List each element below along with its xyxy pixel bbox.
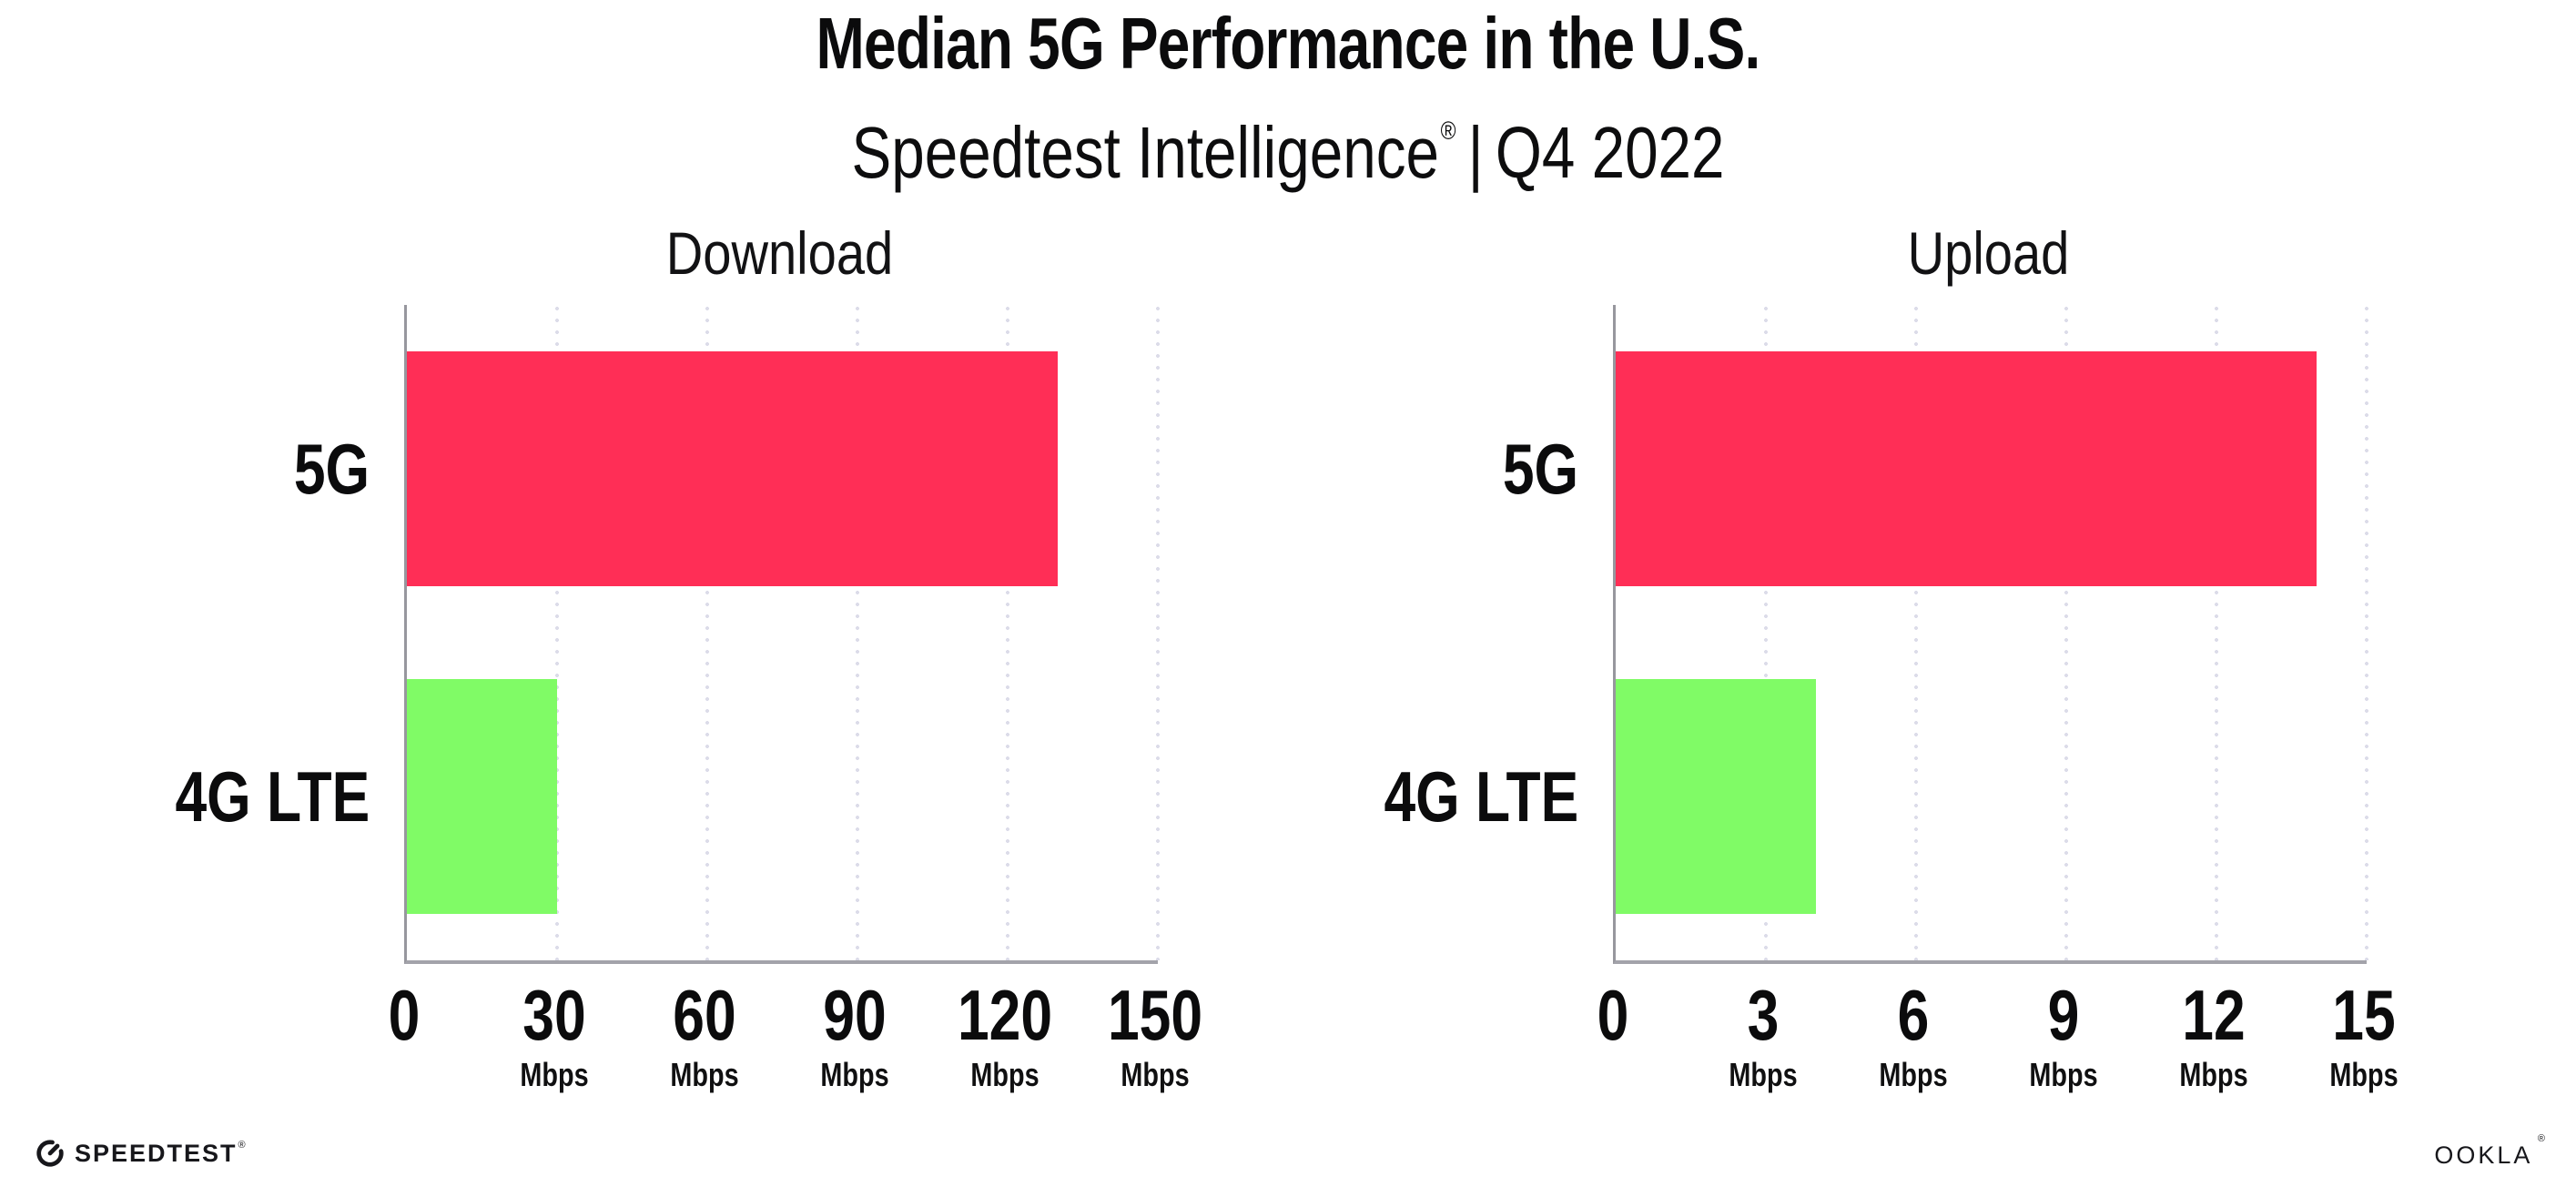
bar-4g-lte (1616, 679, 1816, 914)
x-tick-unit: Mbps (1879, 1056, 1948, 1093)
x-tick-label: 0 (388, 975, 421, 1055)
gridline (1155, 305, 1161, 960)
plot-area (404, 305, 1161, 964)
x-tick-unit: Mbps (1121, 1056, 1190, 1093)
x-tick-unit: Mbps (2329, 1056, 2399, 1093)
gridline (1913, 305, 1919, 960)
gridline (705, 305, 710, 960)
category-label: 5G (293, 429, 370, 509)
category-label: 5G (1502, 429, 1578, 509)
x-tick-value: 15 (2332, 975, 2396, 1055)
x-tick-unit: Mbps (820, 1056, 889, 1093)
category-label: 4G LTE (1384, 756, 1578, 837)
gridline (2364, 305, 2369, 960)
x-tick-label: 6 Mbps (1879, 975, 1948, 1093)
x-tick-value: 90 (823, 975, 887, 1055)
x-tick-value: 9 (2047, 975, 2080, 1055)
gridline (554, 305, 560, 960)
x-tick-unit: Mbps (670, 1056, 739, 1093)
x-axis-tick-labels: 0 3 Mbps 6 Mbps 9 Mbps 12 Mbps 15 Mbps (1597, 975, 2399, 1126)
x-axis-tick-labels: 0 30 Mbps 60 Mbps 90 Mbps 120 Mbps 150 Mbps (389, 975, 1202, 1126)
x-tick-label: 60 Mbps (670, 975, 739, 1093)
ookla-logo: OOKLA ® (2434, 1133, 2545, 1170)
x-tick-label: 0 (1597, 975, 1629, 1055)
gridline (2064, 305, 2069, 960)
x-tick-unit: Mbps (2029, 1056, 2098, 1093)
bar-5g (1616, 351, 2317, 586)
bar-4g-lte (407, 679, 557, 914)
ookla-registered-mark-icon: ® (2537, 1133, 2545, 1144)
x-tick-label: 12 Mbps (2179, 975, 2248, 1093)
x-tick-value: 60 (673, 975, 736, 1055)
plot-area (1613, 305, 2369, 964)
x-tick-unit: Mbps (970, 1056, 1040, 1093)
x-tick-label: 9 Mbps (2029, 975, 2098, 1093)
x-tick-label: 30 Mbps (520, 975, 589, 1093)
x-tick-label: 150 Mbps (1107, 975, 1203, 1093)
x-tick-value: 120 (957, 975, 1053, 1055)
gridline (1005, 305, 1010, 960)
x-tick-value: 0 (388, 975, 421, 1055)
category-axis-labels: 5G 4G LTE (0, 305, 370, 960)
x-tick-value: 0 (1597, 975, 1629, 1055)
x-tick-unit: Mbps (2179, 1056, 2248, 1093)
subtitle-brand: Speedtest Intelligence (851, 112, 1439, 193)
x-tick-label: 120 Mbps (957, 975, 1053, 1093)
x-tick-label: 3 Mbps (1729, 975, 1798, 1093)
speedtest-registered-mark-icon: ® (238, 1140, 246, 1151)
page-subtitle: Speedtest Intelligence® | Q4 2022 (232, 87, 2345, 197)
x-tick-unit: Mbps (1729, 1056, 1798, 1093)
x-tick-unit: Mbps (520, 1056, 589, 1093)
subtitle-separator: | (1467, 112, 1484, 193)
gridline (2214, 305, 2219, 960)
category-axis-labels: 5G 4G LTE (0, 305, 1578, 960)
ookla-logo-text: OOKLA (2434, 1141, 2533, 1169)
speedtest-logo: SPEEDTEST ® (35, 1138, 246, 1169)
x-tick-value: 12 (2182, 975, 2246, 1055)
speedtest-gauge-icon (36, 1140, 64, 1167)
page-title: Median 5G Performance in the U.S. (816, 3, 1761, 84)
gridline (1763, 305, 1769, 960)
category-label: 4G LTE (175, 756, 370, 837)
chart-title-upload: Upload (1907, 219, 2070, 287)
speedtest-logo-text: SPEEDTEST (75, 1139, 238, 1167)
chart-title-download: Download (665, 219, 894, 287)
x-tick-label: 15 Mbps (2329, 975, 2399, 1093)
x-tick-value: 3 (1747, 975, 1780, 1055)
x-tick-value: 30 (522, 975, 586, 1055)
x-tick-label: 90 Mbps (820, 975, 889, 1093)
x-tick-value: 150 (1107, 975, 1203, 1055)
subtitle-period: Q4 2022 (1495, 112, 1725, 193)
registered-trademark-icon: ® (1440, 117, 1456, 145)
bar-5g (407, 351, 1058, 586)
x-tick-value: 6 (1897, 975, 1930, 1055)
gridline (855, 305, 860, 960)
